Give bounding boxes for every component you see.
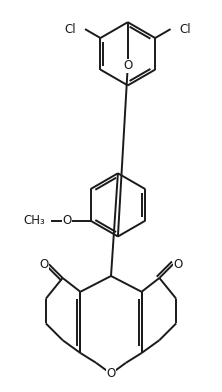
Text: Cl: Cl — [65, 23, 76, 36]
Text: O: O — [39, 258, 48, 270]
Text: Cl: Cl — [179, 23, 191, 36]
Text: O: O — [62, 214, 71, 227]
Text: O: O — [106, 367, 116, 380]
Text: O: O — [174, 258, 183, 270]
Text: CH₃: CH₃ — [23, 214, 45, 227]
Text: O: O — [123, 59, 132, 72]
